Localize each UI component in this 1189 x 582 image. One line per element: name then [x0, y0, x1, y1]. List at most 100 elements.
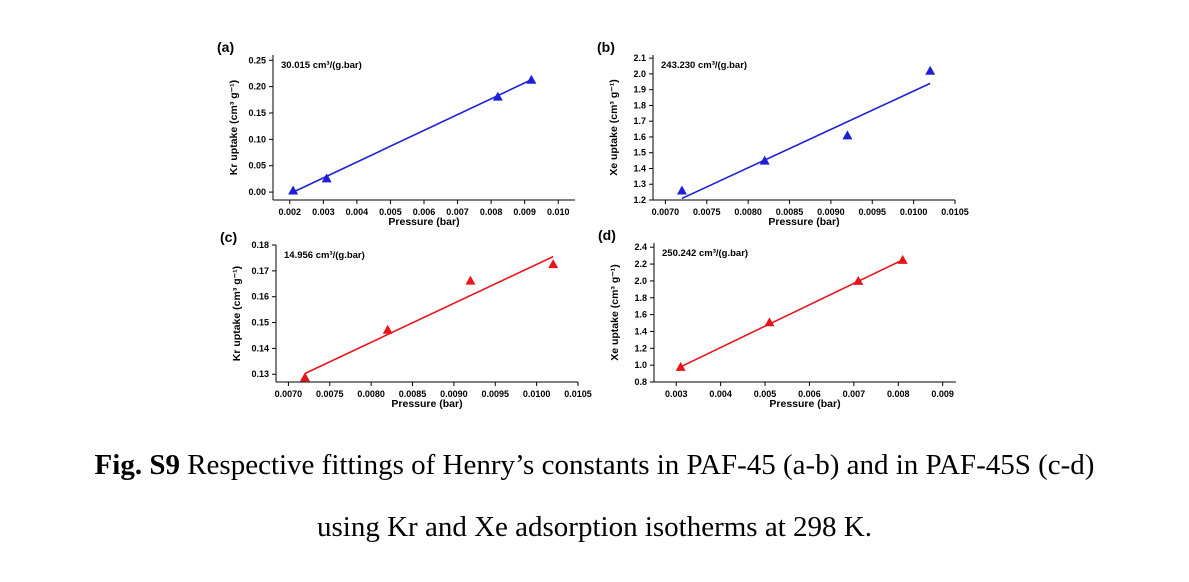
- fit-line: [680, 259, 904, 368]
- data-point: [299, 372, 310, 382]
- y-tick-label: 1.4: [634, 326, 647, 336]
- x-tick-label: 0.003: [312, 207, 335, 217]
- y-tick-label: 0.05: [248, 161, 266, 171]
- x-tick-label: 0.007: [843, 389, 866, 399]
- x-axis-title: Pressure (bar): [769, 398, 840, 410]
- x-tick-label: 0.0080: [734, 207, 762, 217]
- y-tick-label: 1.9: [633, 85, 646, 95]
- data-point: [759, 155, 770, 165]
- x-tick-label: 0.0090: [817, 207, 845, 217]
- fit-slope-annotation: 14.956 cm³/(g.bar): [284, 250, 365, 261]
- y-tick-label: 1.7: [633, 116, 646, 126]
- x-tick-label: 0.0105: [564, 389, 592, 399]
- y-tick-label: 2.0: [634, 276, 647, 286]
- y-tick-label: 0.16: [251, 292, 269, 302]
- data-point: [897, 254, 908, 264]
- y-tick-label: 0.10: [248, 134, 266, 144]
- y-tick-label: 1.4: [633, 163, 646, 173]
- x-tick-label: 0.009: [513, 207, 536, 217]
- data-point: [288, 185, 299, 195]
- x-tick-label: 0.007: [446, 207, 469, 217]
- x-axis-title: Pressure (bar): [391, 398, 462, 410]
- data-point: [382, 324, 393, 334]
- data-point: [842, 130, 853, 140]
- x-tick-label: 0.0085: [776, 207, 804, 217]
- data-point: [321, 173, 332, 183]
- x-tick-label: 0.0080: [357, 389, 385, 399]
- y-tick-label: 1.5: [633, 148, 646, 158]
- panel-label: (d): [598, 227, 616, 243]
- x-tick-label: 0.0070: [275, 389, 303, 399]
- fit-line: [681, 82, 931, 200]
- data-point: [853, 275, 864, 285]
- y-tick-label: 0.13: [251, 369, 269, 379]
- x-axis-title: Pressure (bar): [388, 216, 459, 228]
- y-tick-label: 2.4: [634, 242, 647, 252]
- x-tick-label: 0.0090: [440, 389, 468, 399]
- fit-line: [304, 255, 554, 375]
- chart-panels: 0.002 0.003 0.004 0.005 0.006 0.007 0.008 0.009…: [217, 39, 969, 410]
- data-point: [492, 91, 503, 101]
- y-axis-title: Kr uptake (cm³ g⁻¹): [231, 266, 243, 361]
- x-tick-label: 0.0095: [858, 207, 886, 217]
- y-tick-label: 1.2: [634, 343, 647, 353]
- x-tick-label: 0.005: [379, 207, 402, 217]
- data-point: [675, 361, 686, 371]
- data-point: [764, 317, 775, 327]
- caption-text-1: Respective fittings of Henry’s constants…: [187, 449, 1095, 481]
- y-tick-label: 0.14: [251, 343, 269, 353]
- x-tick-label: 0.008: [480, 207, 503, 217]
- x-tick-label: 0.0075: [693, 207, 721, 217]
- y-axis-title: Kr uptake (cm³ g⁻¹): [228, 80, 240, 175]
- y-tick-label: 1.0: [634, 360, 647, 370]
- x-tick-label: 0.008: [887, 389, 910, 399]
- y-axis-title: Xe uptake (cm³ g⁻¹): [609, 264, 621, 361]
- x-tick-label: 0.002: [279, 207, 302, 217]
- chart-panel: 0.002 0.003 0.004 0.005 0.006 0.007 0.008 0.009…: [217, 39, 575, 228]
- y-tick-label: 1.3: [633, 179, 646, 189]
- chart-panel: 0.003 0.004 0.005 0.006 0.007 0.008 0.009 0.8 1.…: [598, 227, 956, 410]
- x-tick-label: 0.004: [346, 207, 369, 217]
- y-tick-label: 0.8: [634, 377, 647, 387]
- x-tick-label: 0.0075: [316, 389, 344, 399]
- fit-slope-annotation: 243.230 cm³/(g.bar): [661, 60, 747, 71]
- y-tick-label: 2.1: [633, 53, 646, 63]
- chart-panel: 0.0070 0.0075 0.0080 0.0085 0.0090 0.0095 0.01…: [220, 229, 592, 410]
- y-tick-label: 1.8: [634, 293, 647, 303]
- data-point: [676, 185, 687, 195]
- y-tick-label: 0.25: [248, 55, 266, 65]
- y-tick-label: 0.15: [248, 108, 266, 118]
- y-tick-label: 2.2: [634, 259, 647, 269]
- x-tick-label: 0.0105: [941, 207, 969, 217]
- y-tick-label: 0.18: [251, 240, 269, 250]
- y-tick-label: 1.8: [633, 100, 646, 110]
- x-tick-label: 0.0095: [481, 389, 509, 399]
- x-tick-label: 0.0085: [399, 389, 427, 399]
- caption-figure-label: Fig. S9: [94, 449, 180, 481]
- caption-line-2: using Kr and Xe adsorption isotherms at …: [317, 511, 872, 543]
- y-tick-label: 0.20: [248, 82, 266, 92]
- chart-panel: 0.0070 0.0075 0.0080 0.0085 0.0090 0.0095 0.01…: [597, 39, 969, 228]
- data-point: [925, 65, 936, 75]
- x-tick-label: 0.0100: [900, 207, 928, 217]
- x-tick-label: 0.003: [665, 389, 688, 399]
- y-tick-label: 0.17: [251, 266, 269, 276]
- y-tick-label: 1.2: [633, 195, 646, 205]
- caption-line-1: Fig. S9 Respective fittings of Henry’s c…: [0, 449, 1189, 482]
- y-tick-label: 0.00: [248, 187, 266, 197]
- data-point: [548, 259, 559, 269]
- x-tick-label: 0.006: [413, 207, 436, 217]
- data-point: [526, 74, 537, 84]
- data-point: [465, 275, 476, 285]
- x-tick-label: 0.010: [547, 207, 570, 217]
- y-axis-title: Xe uptake (cm³ g⁻¹): [608, 79, 620, 176]
- fit-slope-annotation: 250.242 cm³/(g.bar): [662, 248, 748, 259]
- panel-label: (a): [217, 39, 234, 55]
- fit-line: [292, 79, 532, 193]
- x-tick-label: 0.009: [931, 389, 954, 399]
- y-tick-label: 1.6: [634, 310, 647, 320]
- y-tick-label: 1.6: [633, 132, 646, 142]
- x-tick-label: 0.0070: [652, 207, 680, 217]
- x-tick-label: 0.004: [709, 389, 732, 399]
